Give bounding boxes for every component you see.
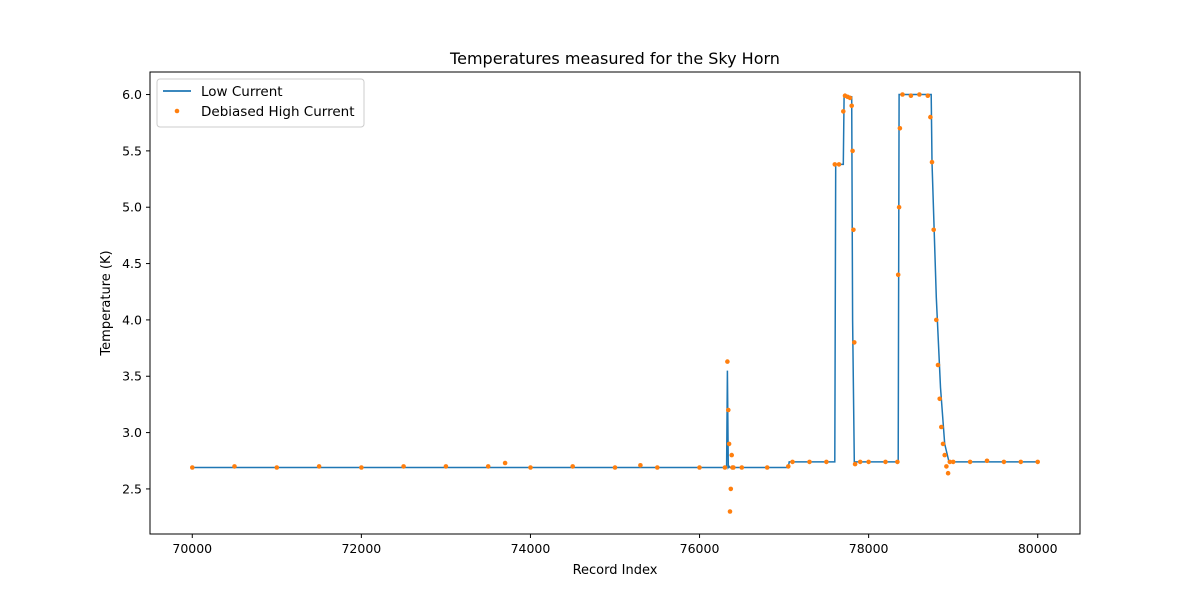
scatter-point (807, 459, 812, 465)
scatter-point (485, 464, 491, 469)
series-line-low-current (192, 93, 1038, 470)
scatter-point (729, 452, 734, 458)
legend-label-low-current: Low Current (201, 84, 283, 100)
scatter-point (359, 465, 364, 470)
x-tick-label: 74000 (511, 541, 551, 556)
scatter-point (731, 465, 736, 470)
scatter-point (697, 465, 702, 470)
x-axis-label: Record Index (573, 563, 658, 578)
x-tick-label: 80000 (1018, 541, 1058, 556)
scatter-point (895, 272, 901, 278)
scatter-point (850, 148, 855, 154)
scatter-point (944, 464, 949, 469)
y-axis-label: Temperature (K) (99, 250, 114, 356)
y-tick-label: 3.0 (122, 425, 142, 440)
scatter-point (849, 103, 854, 109)
scatter-point (900, 92, 905, 97)
x-axis-ticks: 70000 72000 74000 76000 78000 80000 (172, 534, 1058, 556)
scatter-point (1001, 459, 1007, 465)
plot-layer (190, 92, 1040, 514)
x-tick-label: 70000 (172, 541, 212, 556)
scatter-point (984, 458, 990, 464)
scatter-point (190, 465, 195, 470)
scatter-point (851, 227, 856, 233)
scatter-point (896, 204, 902, 210)
scatter-point (928, 114, 933, 120)
scatter-point (722, 465, 728, 470)
scatter-point (836, 162, 842, 167)
y-tick-label: 5.5 (122, 143, 142, 158)
scatter-point (612, 465, 618, 470)
scatter-point (739, 465, 745, 470)
scatter-point (232, 464, 237, 469)
scatter-point (528, 465, 533, 470)
scatter-point (790, 459, 795, 465)
y-tick-label: 5.0 (122, 200, 142, 215)
scatter-point (764, 465, 770, 470)
scatter-point (917, 92, 922, 97)
scatter-point (1035, 459, 1040, 465)
scatter-point (929, 159, 935, 165)
legend: Low Current Debiased High Current (156, 78, 365, 128)
x-tick-label: 78000 (849, 541, 889, 556)
scatter-point (443, 464, 449, 469)
legend-box (156, 78, 365, 128)
scatter-point (824, 459, 829, 465)
scatter-point (940, 441, 946, 447)
scatter-point (883, 459, 888, 465)
scatter-point (897, 126, 903, 131)
scatter-point (939, 424, 944, 430)
scatter-point (786, 464, 791, 469)
scatter-point (852, 461, 858, 467)
scatter-point (950, 459, 956, 465)
y-tick-label: 6.0 (122, 87, 142, 102)
scatter-point (726, 441, 732, 447)
y-tick-label: 2.5 (122, 481, 142, 496)
x-tick-label: 76000 (680, 541, 720, 556)
scatter-point (937, 396, 942, 402)
scatter-point (570, 464, 575, 469)
y-tick-label: 4.5 (122, 256, 142, 271)
scatter-point (1018, 459, 1024, 465)
scatter-point (727, 509, 733, 514)
scatter-point (934, 317, 939, 323)
scatter-point (935, 362, 941, 368)
scatter-point (925, 93, 931, 98)
scatter-point (401, 464, 406, 469)
scatter-point (852, 340, 857, 345)
scatter-point (638, 463, 643, 468)
scatter-point (866, 459, 871, 465)
y-tick-label: 3.5 (122, 369, 142, 384)
scatter-point (316, 464, 322, 469)
scatter-point (857, 459, 863, 465)
scatter-point (947, 459, 953, 465)
scatter-point (847, 95, 853, 101)
y-tick-label: 4.0 (122, 312, 142, 327)
scatter-point (931, 227, 936, 233)
scatter-point (502, 460, 508, 466)
legend-dot-swatch (174, 108, 180, 114)
scatter-point (726, 407, 731, 413)
scatter-point (274, 465, 280, 470)
y-axis-ticks: 2.5 3.0 3.5 4.0 4.5 5.0 5.5 6.0 (122, 87, 150, 496)
scatter-point (841, 109, 846, 114)
scatter-point (942, 452, 947, 458)
scatter-point (725, 359, 730, 364)
scatter-point (945, 470, 951, 476)
plot-area-frame (149, 71, 1081, 535)
scatter-point (832, 162, 838, 167)
scatter-point (908, 93, 914, 98)
chart-title: Temperatures measured for the Sky Horn (449, 49, 780, 68)
scatter-point (655, 465, 660, 470)
legend-label-debiased-high-current: Debiased High Current (201, 104, 355, 120)
scatter-point (728, 486, 734, 492)
x-tick-label: 72000 (341, 541, 381, 556)
scatter-point (967, 459, 973, 465)
scatter-point (895, 459, 900, 465)
